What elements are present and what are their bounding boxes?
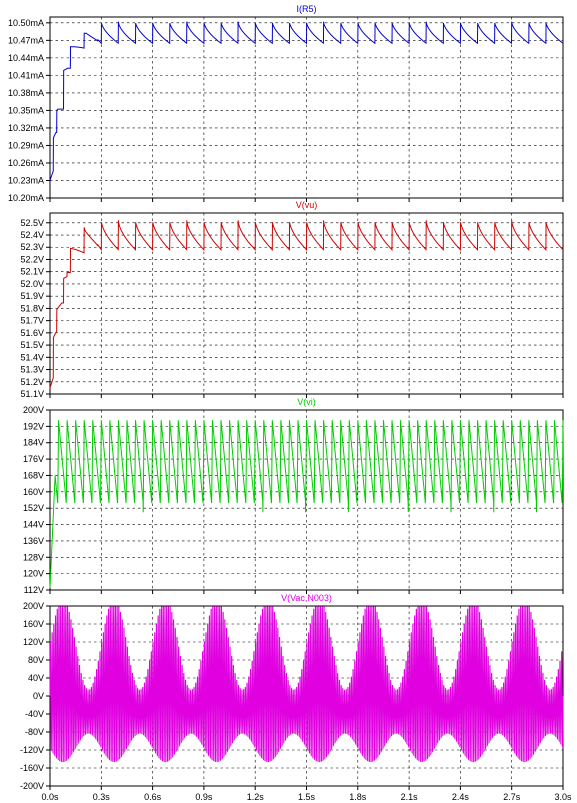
y-tick-label: -160V: [20, 763, 44, 773]
y-tick-label: 51.7V: [20, 316, 44, 326]
panel-title: V(Vac,N003): [281, 593, 332, 603]
y-tick-label: 10.20mA: [8, 193, 44, 203]
y-tick-label: 0V: [33, 691, 44, 701]
plot-frame: [49, 409, 564, 591]
y-tick-label: 128V: [23, 552, 44, 562]
x-tick-label: 1.5s: [298, 792, 316, 802]
x-tick-label: 2.7s: [503, 792, 521, 802]
x-tick-label: 0.0s: [41, 792, 59, 802]
y-tick-label: 51.4V: [20, 352, 44, 362]
series-line: [49, 420, 564, 588]
y-tick-label: 40V: [28, 673, 44, 683]
y-tick-label: -80V: [25, 727, 44, 737]
y-tick-label: 51.5V: [20, 340, 44, 350]
plot-frame: [49, 212, 564, 395]
y-tick-label: 10.38mA: [8, 88, 44, 98]
y-tick-label: 52.5V: [20, 218, 44, 228]
panel-title: V(vi): [297, 397, 316, 407]
x-tick-label: 1.2s: [247, 792, 265, 802]
y-tick-label: 10.41mA: [8, 70, 44, 80]
y-tick-label: 10.44mA: [8, 53, 44, 63]
y-tick-label: 52.1V: [20, 267, 44, 277]
series-line: [49, 220, 564, 389]
y-tick-label: 192V: [23, 421, 44, 431]
y-tick-label: 10.29mA: [8, 140, 44, 150]
y-tick-label: -120V: [20, 745, 44, 755]
y-tick-label: 144V: [23, 520, 44, 530]
y-tick-label: 52.4V: [20, 230, 44, 240]
y-tick-label: 120V: [23, 569, 44, 579]
x-tick-label: 2.1s: [401, 792, 419, 802]
y-tick-label: 52.3V: [20, 242, 44, 252]
y-tick-label: 51.8V: [20, 303, 44, 313]
y-tick-label: 136V: [23, 536, 44, 546]
x-tick-label: 1.8s: [349, 792, 367, 802]
x-tick-label: 3.0s: [554, 792, 572, 802]
plot-frame: [49, 16, 564, 199]
panel-3: V(vi) 200V 192V 184V 176V 168V 160V 152V 144V 136…: [23, 397, 564, 595]
y-tick-label: 10.23mA: [8, 175, 44, 185]
y-tick-label: 152V: [23, 503, 44, 513]
x-tick-label: 0.9s: [195, 792, 213, 802]
y-tick-label: 200V: [23, 601, 44, 611]
panel-4: V(Vac,N003) 200V 160V 120V 80V 40V 0V -40V -80V -…: [20, 593, 564, 791]
panel-title: V(vu): [296, 200, 318, 210]
panel-2: V(vu) 52.5V 52.4V 52.3V 52.2V 52.1V 52.0V 51.9V…: [20, 200, 564, 399]
y-tick-label: 51.3V: [20, 365, 44, 375]
y-tick-label: 160V: [23, 487, 44, 497]
y-tick-label: 80V: [28, 655, 44, 665]
y-tick-label: 52.0V: [20, 279, 44, 289]
y-tick-label: 112V: [24, 585, 44, 595]
y-tick-label: 176V: [23, 454, 44, 464]
y-tick-label: 51.9V: [20, 291, 44, 301]
y-tick-label: 168V: [23, 470, 44, 480]
y-tick-label: 160V: [23, 619, 44, 629]
panel-1: I(R5) 10.50mA 10.47mA 10.44mA 10.41mA 10.38mA…: [8, 4, 564, 203]
panel-title: I(R5): [297, 4, 317, 14]
series-line: [49, 606, 564, 763]
y-tick-label: 10.32mA: [8, 123, 44, 133]
y-tick-label: 120V: [23, 637, 44, 647]
y-tick-label: 51.1V: [20, 389, 44, 399]
x-tick-label: 0.6s: [144, 792, 162, 802]
y-tick-label: 184V: [23, 438, 44, 448]
y-tick-label: 10.35mA: [8, 105, 44, 115]
y-tick-label: 51.2V: [20, 377, 44, 387]
x-tick-label: 0.3s: [93, 792, 111, 802]
y-tick-label: 10.47mA: [8, 35, 44, 45]
x-tick-label: 2.4s: [452, 792, 470, 802]
y-tick-label: 200V: [23, 405, 44, 415]
y-tick-label: -40V: [25, 709, 44, 719]
y-tick-label: 52.2V: [20, 254, 44, 264]
y-tick-label: 10.26mA: [8, 158, 44, 168]
y-tick-label: -200V: [20, 781, 44, 791]
series-line: [49, 21, 564, 181]
y-tick-label: 51.6V: [20, 328, 44, 338]
y-tick-label: 10.50mA: [8, 18, 44, 28]
